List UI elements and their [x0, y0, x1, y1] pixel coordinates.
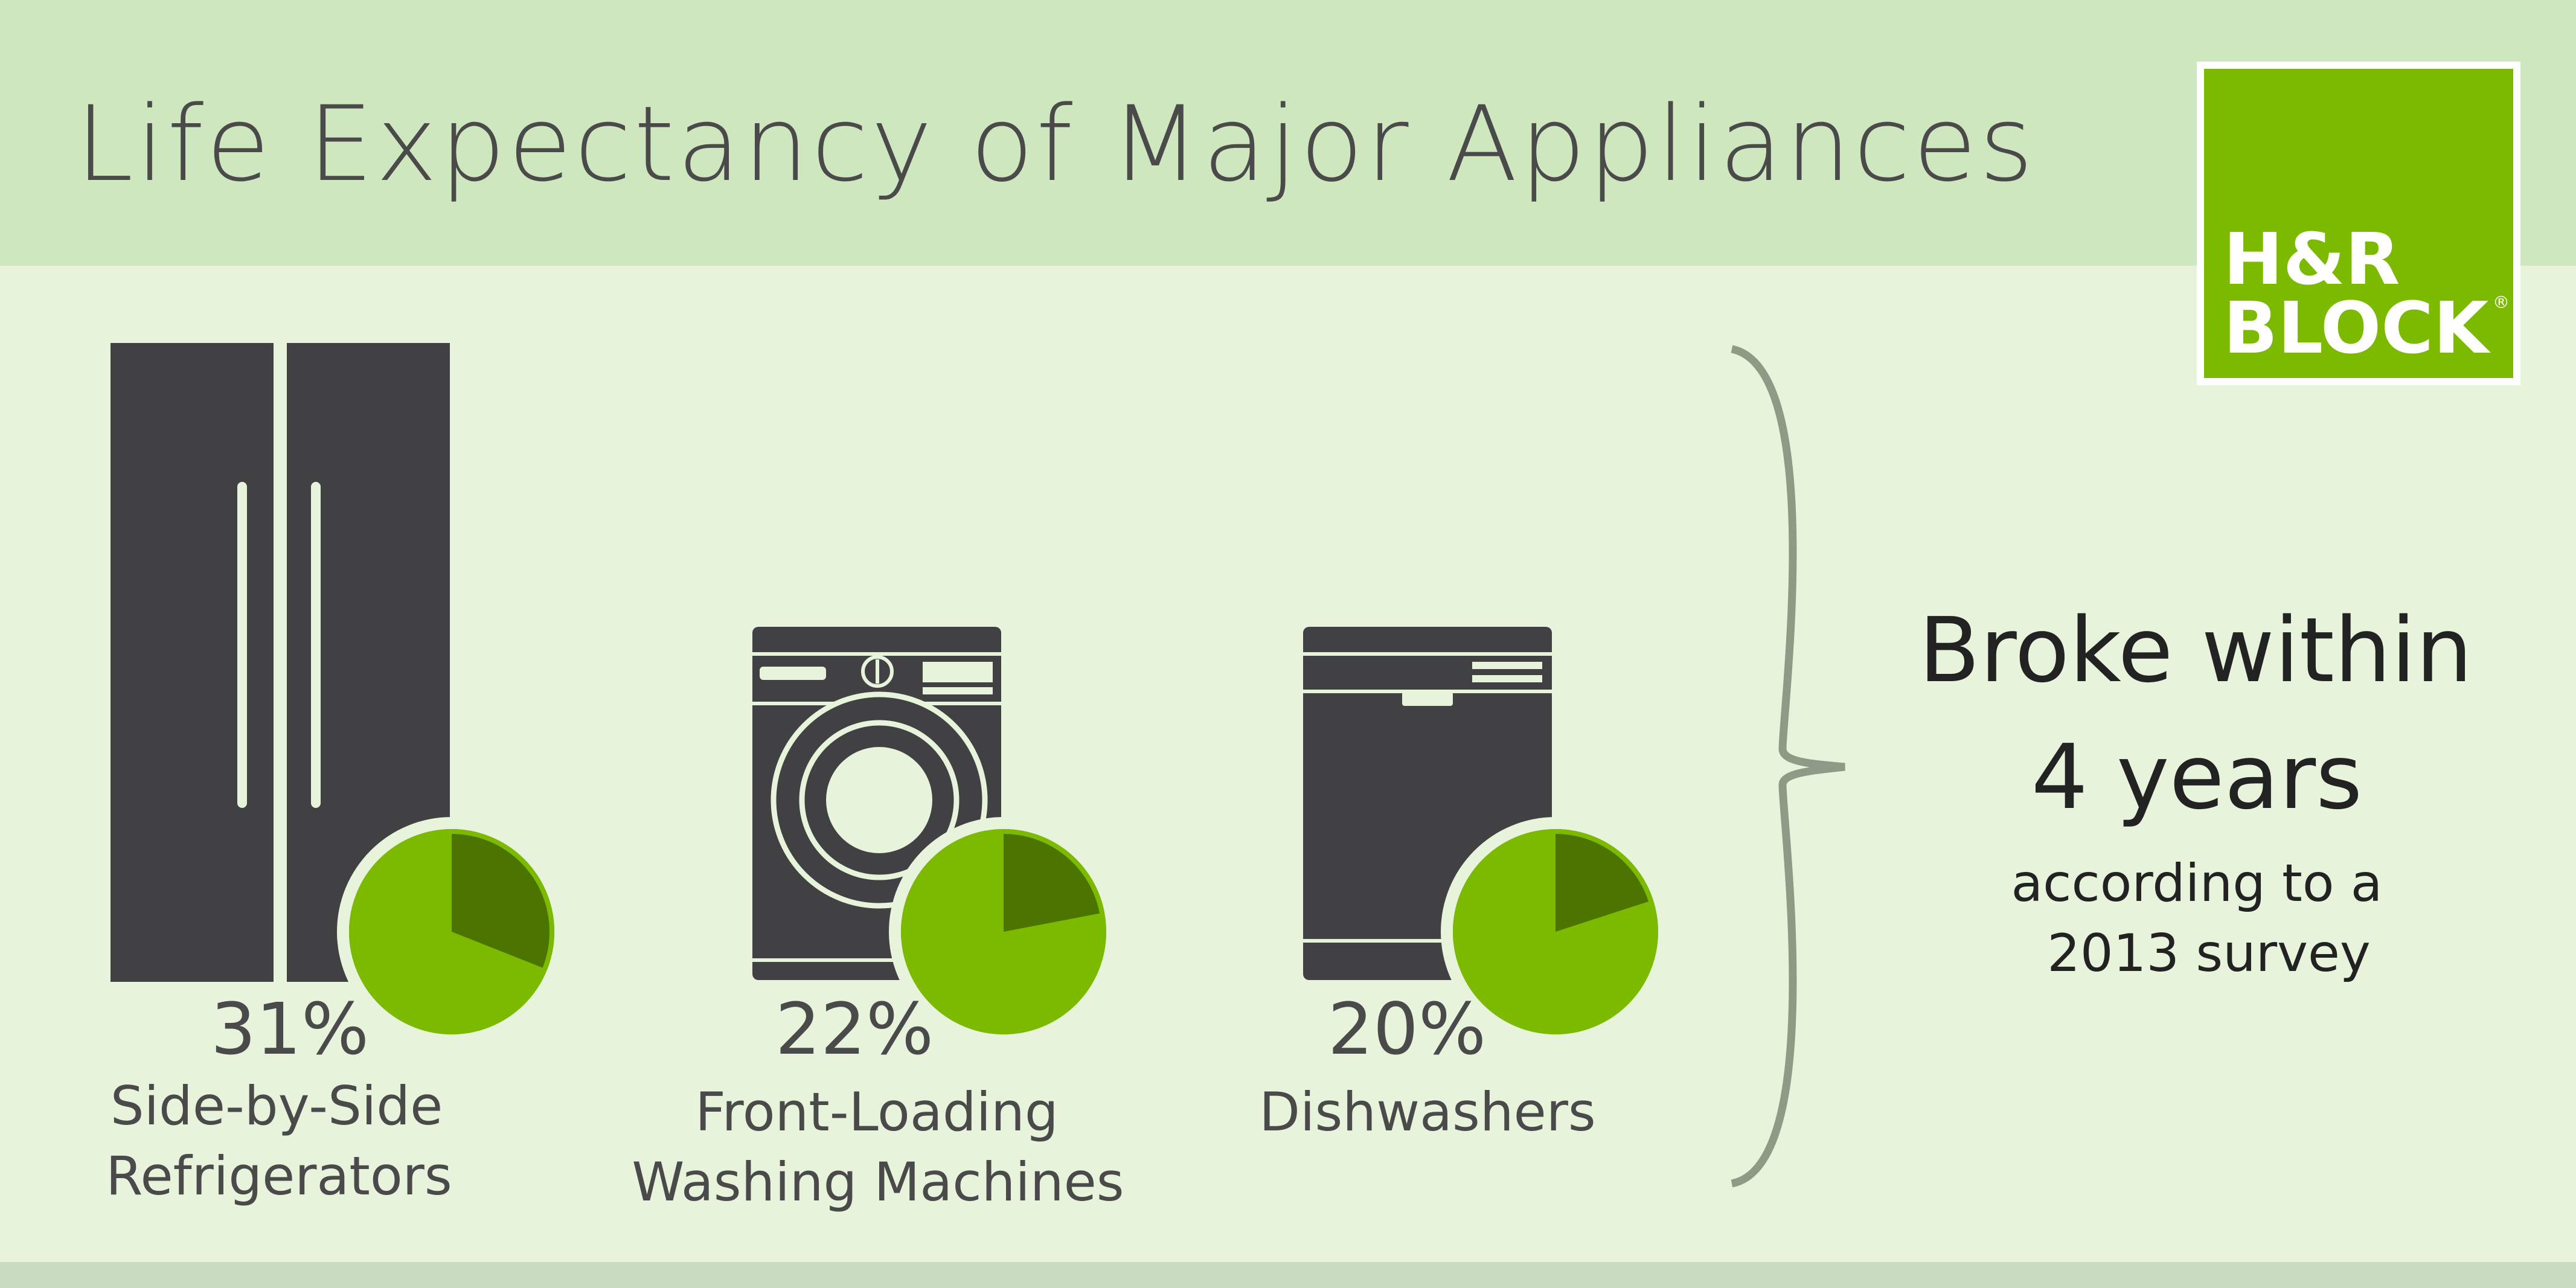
pie-percent-slice: [1556, 829, 1653, 932]
percent-dishwashers: 20%: [1328, 987, 1486, 1071]
summary-caption-line1: according to a: [2011, 853, 2382, 914]
percent-refrigerators: 31%: [211, 987, 369, 1071]
summary-headline-line2: 4 years: [2031, 725, 2363, 829]
pie-edge: [1453, 829, 1658, 1034]
footer-band: [0, 1262, 2576, 1288]
label-refrigerators-line1: Side-by-Side: [111, 1075, 443, 1137]
label-washing-machines-line1: Front-Loading: [695, 1081, 1059, 1143]
pie-chart-refrigerators: [337, 817, 566, 1046]
percent-washing-machines: 22%: [775, 987, 934, 1071]
pie-edge: [901, 829, 1106, 1034]
summary-headline-line1: Broke within: [1918, 598, 2472, 702]
header-band: [0, 0, 2576, 266]
label-refrigerators-line2: Refrigerators: [106, 1145, 452, 1207]
logo-registered-mark: ®: [2493, 292, 2510, 312]
pie-edge: [349, 829, 554, 1034]
brace-divider: [1731, 345, 1845, 1188]
summary-caption-line2: 2013 survey: [2047, 923, 2371, 984]
pie-chart-dishwashers: [1441, 817, 1670, 1046]
pie-chart-washing-machines: [889, 817, 1118, 1046]
page-title: Life Expectancy of Major Appliances: [75, 83, 2036, 205]
label-dishwashers: Dishwashers: [1259, 1081, 1596, 1143]
hr-block-logo: H&R BLOCK ®: [2197, 62, 2520, 385]
logo-line1: H&R: [2223, 217, 2400, 301]
label-washing-machines-line2: Washing Machines: [632, 1151, 1124, 1213]
logo-line2: BLOCK: [2223, 286, 2491, 370]
pie-percent-slice: [1004, 829, 1104, 932]
refrigerator-icon: [111, 343, 450, 982]
